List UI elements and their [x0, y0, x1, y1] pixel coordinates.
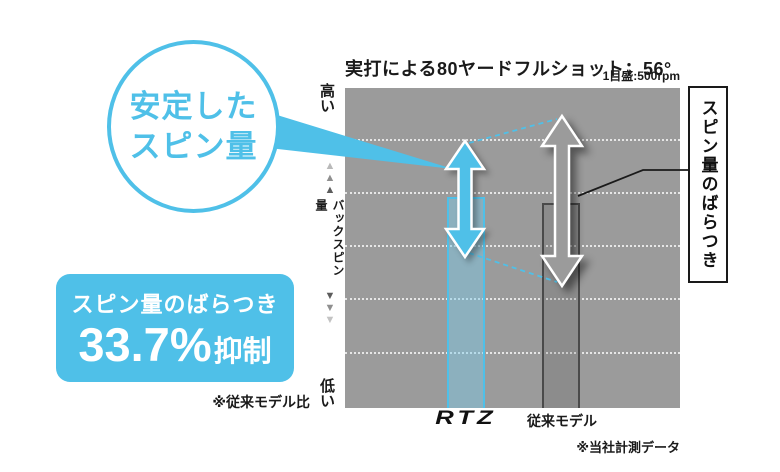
- gridline-3: [345, 245, 680, 247]
- bar-rtz: [447, 197, 485, 408]
- triangle-down-icon: ▼: [324, 302, 336, 314]
- stable-spin-bubble: 安定した スピン量: [107, 40, 280, 213]
- callout-label: スピン量のばらつき: [698, 99, 718, 270]
- bubble-text-line2: スピン量: [129, 128, 258, 164]
- reduction-badge: スピン量のばらつき 33.7% 抑制: [56, 274, 294, 382]
- gridline-5: [345, 352, 680, 354]
- triangle-up-icon: ▲: [324, 172, 336, 184]
- gridline-2: [345, 192, 680, 194]
- spin-variation-callout: スピン量のばらつき: [688, 86, 728, 283]
- measurement-source-note: ※当社計測データ: [576, 440, 680, 455]
- badge-value-row: 33.7% 抑制: [78, 321, 271, 370]
- badge-title: スピン量のばらつき: [71, 291, 279, 317]
- gridline-1: [345, 139, 680, 141]
- triangle-up-icon: ▲: [324, 184, 336, 196]
- rtz-logo: RTZ: [435, 408, 497, 429]
- y-axis-high-label: 高い: [318, 83, 335, 113]
- triangle-up-icon: ▲: [324, 160, 336, 172]
- gridline-4: [345, 298, 680, 300]
- triangle-down-icon: ▼: [324, 314, 336, 326]
- triangle-down-icon: ▼: [324, 290, 336, 302]
- bubble-text-line1: 安定した: [129, 89, 258, 125]
- badge-value: 33.7%: [78, 317, 212, 371]
- badge-footnote: ※従来モデル比: [212, 394, 310, 410]
- badge-suffix: 抑制: [213, 335, 272, 368]
- chart-scale-note: 1目盛:500rpm: [602, 69, 680, 83]
- y-axis-title: バックスピン量: [314, 199, 345, 277]
- conventional-model-label: 従来モデル: [527, 413, 597, 429]
- y-axis-low-label: 低い: [318, 378, 335, 408]
- plot-area: [345, 88, 680, 408]
- y-axis-column: ▲ ▲ ▲ バックスピン量 ▼ ▼ ▼: [314, 160, 345, 326]
- chart-title: 実打による80ヤードフルショット：56°: [345, 59, 672, 79]
- bar-conventional: [542, 203, 580, 408]
